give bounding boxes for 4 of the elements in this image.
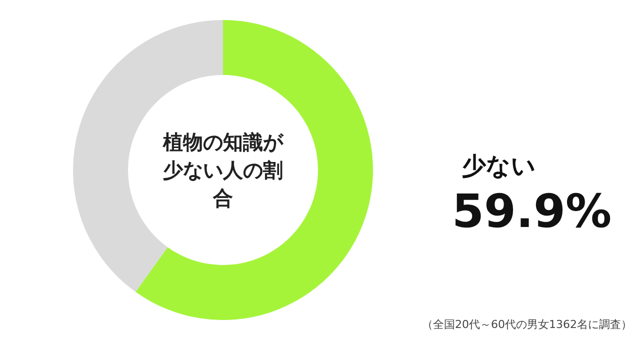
slice-label: 少ない xyxy=(462,152,536,180)
data-label: 59.9% xyxy=(452,184,612,238)
text: （全国20代～60代の男女1362名に調査） xyxy=(422,318,632,331)
text: 植物の知識が少ない人の割合 xyxy=(162,130,284,210)
